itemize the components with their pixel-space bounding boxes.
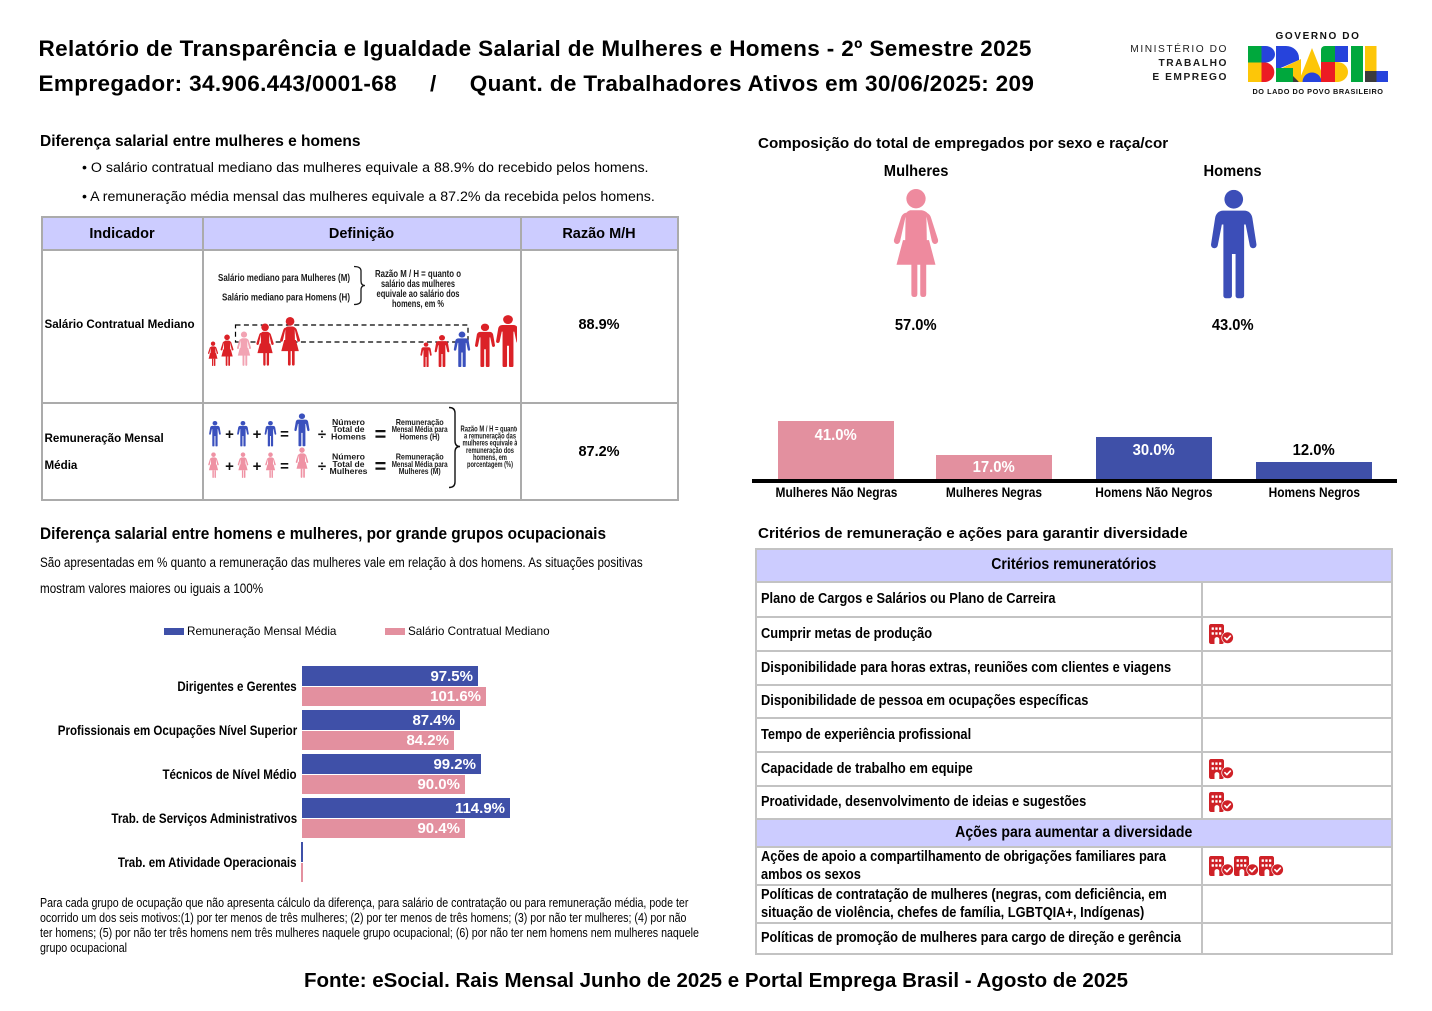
svg-text:Remuneração: Remuneração	[396, 417, 444, 427]
svg-text:Número: Número	[332, 417, 365, 427]
svg-text:equivale ao salário dos: equivale ao salário dos	[377, 289, 460, 300]
svg-text:Razão M / H = quanto o: Razão M / H = quanto o	[375, 269, 461, 280]
svg-text:+: +	[225, 426, 234, 443]
svg-text:Salário mediano para Homens (H: Salário mediano para Homens (H)	[222, 293, 350, 304]
svg-text:Mulheres: Mulheres	[330, 466, 368, 476]
svg-text:remuneração dos: remuneração dos	[466, 445, 514, 455]
svg-text:homens, em: homens, em	[473, 452, 507, 462]
svg-text:Homens (H): Homens (H)	[400, 431, 440, 441]
svg-text:Número: Número	[332, 452, 365, 462]
svg-text:Mulheres (M): Mulheres (M)	[399, 466, 441, 476]
svg-text:=: =	[375, 456, 387, 478]
svg-text:+: +	[253, 426, 262, 443]
svg-text:Total de: Total de	[333, 424, 365, 434]
svg-text:=: =	[375, 424, 387, 446]
svg-text:Total de: Total de	[333, 459, 365, 469]
svg-text:salário das mulheres: salário das mulheres	[381, 279, 455, 290]
svg-text:homens, em %: homens, em %	[392, 299, 444, 310]
svg-text:=: =	[280, 426, 289, 443]
svg-text:Remuneração: Remuneração	[396, 452, 444, 462]
svg-text:+: +	[253, 458, 262, 475]
svg-text:Mensal Média para: Mensal Média para	[392, 424, 448, 434]
svg-text:+: +	[225, 458, 234, 475]
svg-text:=: =	[280, 458, 289, 475]
svg-text:porcentagem (%): porcentagem (%)	[467, 459, 513, 469]
svg-text:Homens: Homens	[331, 431, 366, 441]
svg-text:Mensal Média para: Mensal Média para	[392, 459, 448, 469]
svg-text:a remuneração das: a remuneração das	[464, 431, 516, 441]
svg-text:mulheres equivale à: mulheres equivale à	[463, 438, 518, 448]
svg-text:÷: ÷	[318, 426, 326, 443]
svg-text:Salário mediano para Mulheres: Salário mediano para Mulheres (M)	[218, 273, 350, 284]
svg-text:÷: ÷	[318, 458, 326, 475]
svg-text:Razão M / H = quanto: Razão M / H = quanto	[461, 424, 518, 434]
